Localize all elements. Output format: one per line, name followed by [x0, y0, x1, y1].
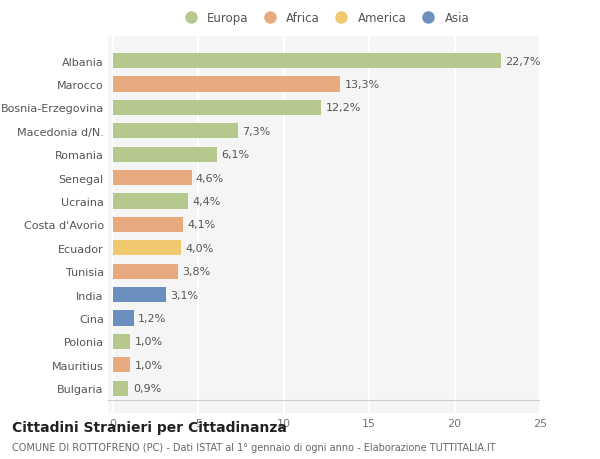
Text: 4,4%: 4,4%	[193, 196, 221, 207]
Bar	[113, 334, 130, 349]
Bar	[113, 381, 128, 396]
Bar	[113, 147, 217, 162]
Bar	[113, 54, 501, 69]
Bar	[113, 194, 188, 209]
Text: 4,0%: 4,0%	[185, 243, 214, 253]
Text: 3,1%: 3,1%	[170, 290, 199, 300]
Text: 4,6%: 4,6%	[196, 173, 224, 183]
Bar	[113, 171, 191, 186]
Text: 22,7%: 22,7%	[505, 56, 541, 67]
Legend: Europa, Africa, America, Asia: Europa, Africa, America, Asia	[176, 9, 472, 27]
Bar	[113, 124, 238, 139]
Bar	[113, 241, 181, 256]
Text: 3,8%: 3,8%	[182, 267, 211, 277]
Bar	[113, 358, 130, 373]
Text: 13,3%: 13,3%	[344, 80, 380, 90]
Text: 1,0%: 1,0%	[134, 360, 163, 370]
Text: 6,1%: 6,1%	[221, 150, 250, 160]
Text: COMUNE DI ROTTOFRENO (PC) - Dati ISTAT al 1° gennaio di ogni anno - Elaborazione: COMUNE DI ROTTOFRENO (PC) - Dati ISTAT a…	[12, 442, 496, 452]
Text: 4,1%: 4,1%	[187, 220, 215, 230]
Text: 1,0%: 1,0%	[134, 337, 163, 347]
Bar	[113, 217, 183, 233]
Bar	[113, 287, 166, 302]
Bar	[113, 101, 322, 116]
Text: 7,3%: 7,3%	[242, 127, 270, 136]
Bar	[113, 264, 178, 279]
Text: 1,2%: 1,2%	[138, 313, 166, 323]
Text: 12,2%: 12,2%	[326, 103, 361, 113]
Text: Cittadini Stranieri per Cittadinanza: Cittadini Stranieri per Cittadinanza	[12, 420, 287, 434]
Bar	[113, 77, 340, 92]
Text: 0,9%: 0,9%	[133, 383, 161, 393]
Bar	[113, 311, 134, 326]
